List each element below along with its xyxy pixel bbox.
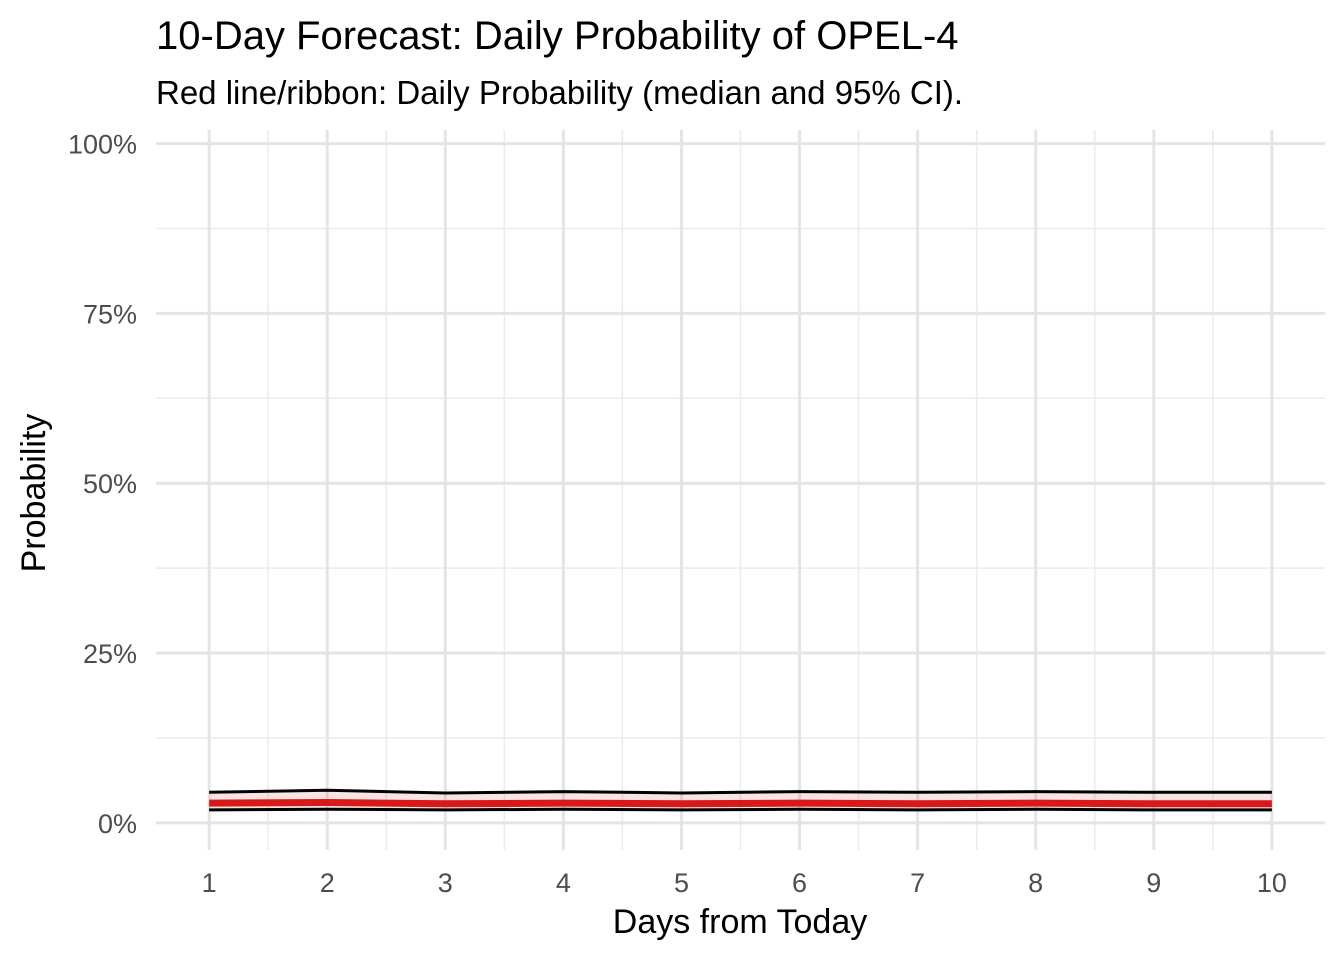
- y-axis-label: Probability: [15, 414, 53, 573]
- median-line: [209, 798, 1272, 808]
- y-tick-label: 100%: [68, 130, 137, 160]
- x-tick-label: 2: [320, 868, 335, 898]
- y-tick-label: 0%: [98, 809, 137, 839]
- chart-subtitle: Red line/ribbon: Daily Probability (medi…: [156, 74, 964, 111]
- x-tick-label: 7: [910, 868, 925, 898]
- y-axis-ticks: 0% 25% 50% 75% 100%: [68, 130, 137, 839]
- lower-ci-line: [209, 807, 1272, 812]
- major-gridlines: [156, 130, 1325, 850]
- x-tick-label: 9: [1146, 868, 1161, 898]
- x-tick-label: 4: [556, 868, 571, 898]
- x-axis-ticks: 1 2 3 4 5 6 7 8 9 10: [202, 868, 1287, 898]
- x-tick-label: 5: [674, 868, 689, 898]
- upper-ci-line: [209, 788, 1272, 795]
- x-tick-label: 8: [1028, 868, 1043, 898]
- series-lines-layer: [209, 788, 1272, 812]
- x-tick-label: 6: [792, 868, 807, 898]
- y-tick-label: 50%: [83, 469, 137, 499]
- minor-gridlines: [156, 130, 1325, 850]
- x-tick-label: 10: [1257, 868, 1287, 898]
- x-tick-label: 1: [202, 868, 217, 898]
- y-tick-label: 25%: [83, 639, 137, 669]
- y-tick-label: 75%: [83, 299, 137, 329]
- chart-title: 10-Day Forecast: Daily Probability of OP…: [156, 14, 959, 58]
- x-tick-label: 3: [438, 868, 453, 898]
- x-axis-label: Days from Today: [613, 903, 867, 941]
